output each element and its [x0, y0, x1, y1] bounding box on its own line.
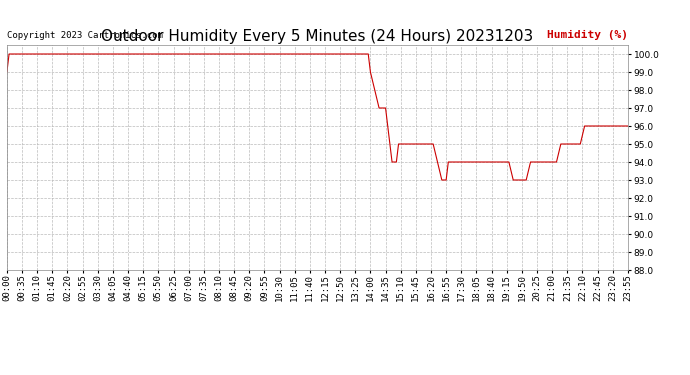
Title: Outdoor Humidity Every 5 Minutes (24 Hours) 20231203: Outdoor Humidity Every 5 Minutes (24 Hou…	[101, 29, 533, 44]
Text: Copyright 2023 Cartronics.com: Copyright 2023 Cartronics.com	[7, 32, 163, 40]
Text: Humidity (%): Humidity (%)	[547, 30, 628, 40]
